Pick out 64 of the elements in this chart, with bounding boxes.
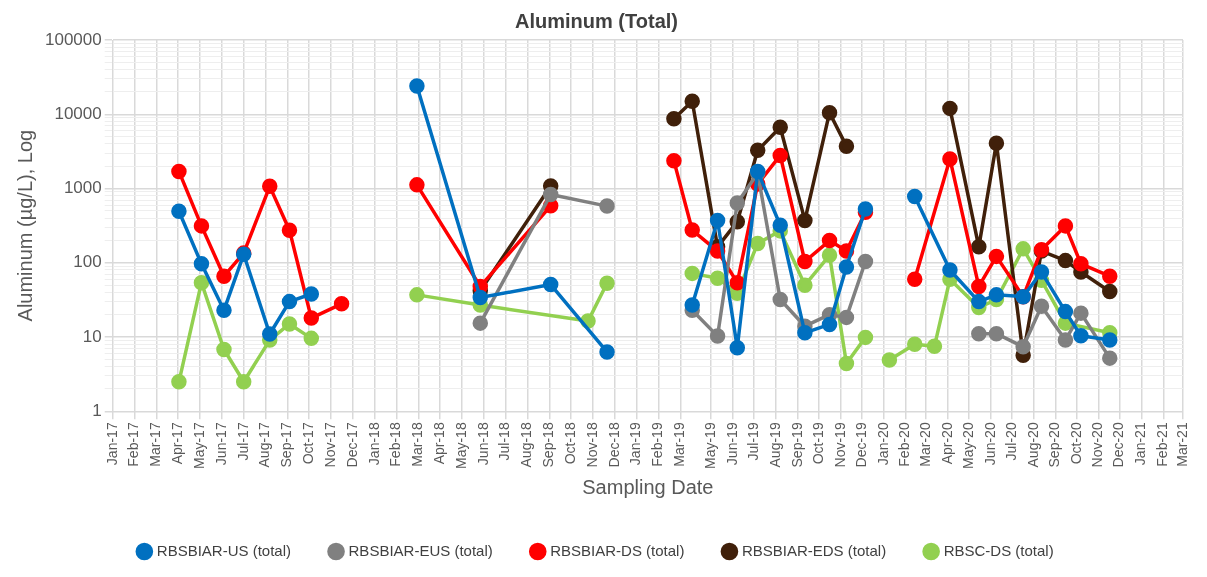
x-tick-label: Feb-19 xyxy=(649,422,666,467)
x-tick-label: Aug-17 xyxy=(256,422,273,468)
x-tick-label: Jun-20 xyxy=(981,422,998,466)
x-axis-title: Sampling Date xyxy=(582,475,714,498)
y-tick-label: 100 xyxy=(73,252,102,272)
x-tick-label: Nov-20 xyxy=(1089,422,1106,468)
x-tick-label: Jan-21 xyxy=(1132,422,1149,466)
x-tick-label: Oct-17 xyxy=(300,422,317,465)
y-tick-label: 10000 xyxy=(54,103,102,123)
x-tick-label: Dec-17 xyxy=(343,422,360,468)
x-tick-label: Jan-18 xyxy=(365,422,382,466)
x-tick-label: Dec-20 xyxy=(1110,422,1127,468)
x-tick-label: Oct-19 xyxy=(809,422,826,465)
x-tick-label: Feb-17 xyxy=(125,422,142,467)
x-tick-label: Oct-18 xyxy=(561,422,578,465)
x-tick-label: Jul-19 xyxy=(745,422,762,461)
x-tick-label: Mar-18 xyxy=(409,422,426,467)
x-tick-label: Mar-21 xyxy=(1173,422,1190,467)
chart-title: Aluminum (Total) xyxy=(515,9,678,32)
x-tick-label: Apr-18 xyxy=(431,422,448,465)
y-tick-label: 100000 xyxy=(44,29,102,49)
x-tick-label: May-20 xyxy=(959,422,976,469)
x-tick-label: Jul-17 xyxy=(234,422,251,461)
x-tick-label: Sep-17 xyxy=(278,422,295,468)
x-tick-label: May-17 xyxy=(190,422,207,469)
x-tick-label: Aug-18 xyxy=(518,422,535,468)
legend-label: RBSBIAR-DS (total) xyxy=(550,541,685,559)
x-tick-label: Nov-17 xyxy=(321,422,338,468)
x-tick-label: Apr-17 xyxy=(169,422,186,465)
legend-label: RBSBIAR-EDS (total) xyxy=(741,541,887,559)
x-tick-label: Jun-19 xyxy=(723,422,740,466)
y-tick-label: 1000 xyxy=(63,178,102,198)
x-tick-label: Jul-20 xyxy=(1002,422,1019,461)
x-tick-label: May-18 xyxy=(452,422,469,469)
x-tick-label: Jan-20 xyxy=(874,422,891,466)
x-tick-label: Jul-18 xyxy=(496,422,513,461)
x-tick-label: Feb-18 xyxy=(387,422,404,467)
x-tick-label: Jun-18 xyxy=(474,422,491,466)
x-tick-label: Sep-19 xyxy=(788,422,805,468)
x-tick-label: Mar-20 xyxy=(916,422,933,467)
x-tick-label: Apr-20 xyxy=(938,422,955,465)
x-tick-label: Aug-19 xyxy=(766,422,783,468)
x-tick-label: Mar-19 xyxy=(671,422,688,467)
x-tick-label: Oct-20 xyxy=(1067,422,1084,465)
x-tick-label: Feb-21 xyxy=(1154,422,1171,467)
x-tick-label: May-19 xyxy=(702,422,719,469)
x-tick-label: Sep-18 xyxy=(540,422,557,468)
x-tick-label: Sep-20 xyxy=(1046,422,1063,468)
x-tick-label: Jan-17 xyxy=(103,422,120,466)
y-tick-label: 10 xyxy=(82,326,102,346)
x-tick-label: Jan-19 xyxy=(627,422,644,466)
x-tick-label: Feb-20 xyxy=(896,422,913,467)
x-tick-label: Jun-17 xyxy=(212,422,229,466)
x-tick-label: Dec-19 xyxy=(852,422,869,468)
x-tick-label: Mar-17 xyxy=(147,422,164,467)
x-tick-label: Nov-19 xyxy=(831,422,848,468)
y-axis-title: Aluminum (µg/L), Log xyxy=(13,129,36,322)
legend-label: RBSBIAR-EUS (total) xyxy=(348,541,493,559)
legend-label: RBSC-DS (total) xyxy=(943,541,1054,559)
x-tick-label: Nov-18 xyxy=(583,422,600,468)
x-tick-label: Dec-18 xyxy=(605,422,622,468)
legend-label: RBSBIAR-US (total) xyxy=(156,541,292,559)
y-tick-label: 1 xyxy=(92,401,102,420)
x-tick-label: Aug-20 xyxy=(1024,422,1041,468)
